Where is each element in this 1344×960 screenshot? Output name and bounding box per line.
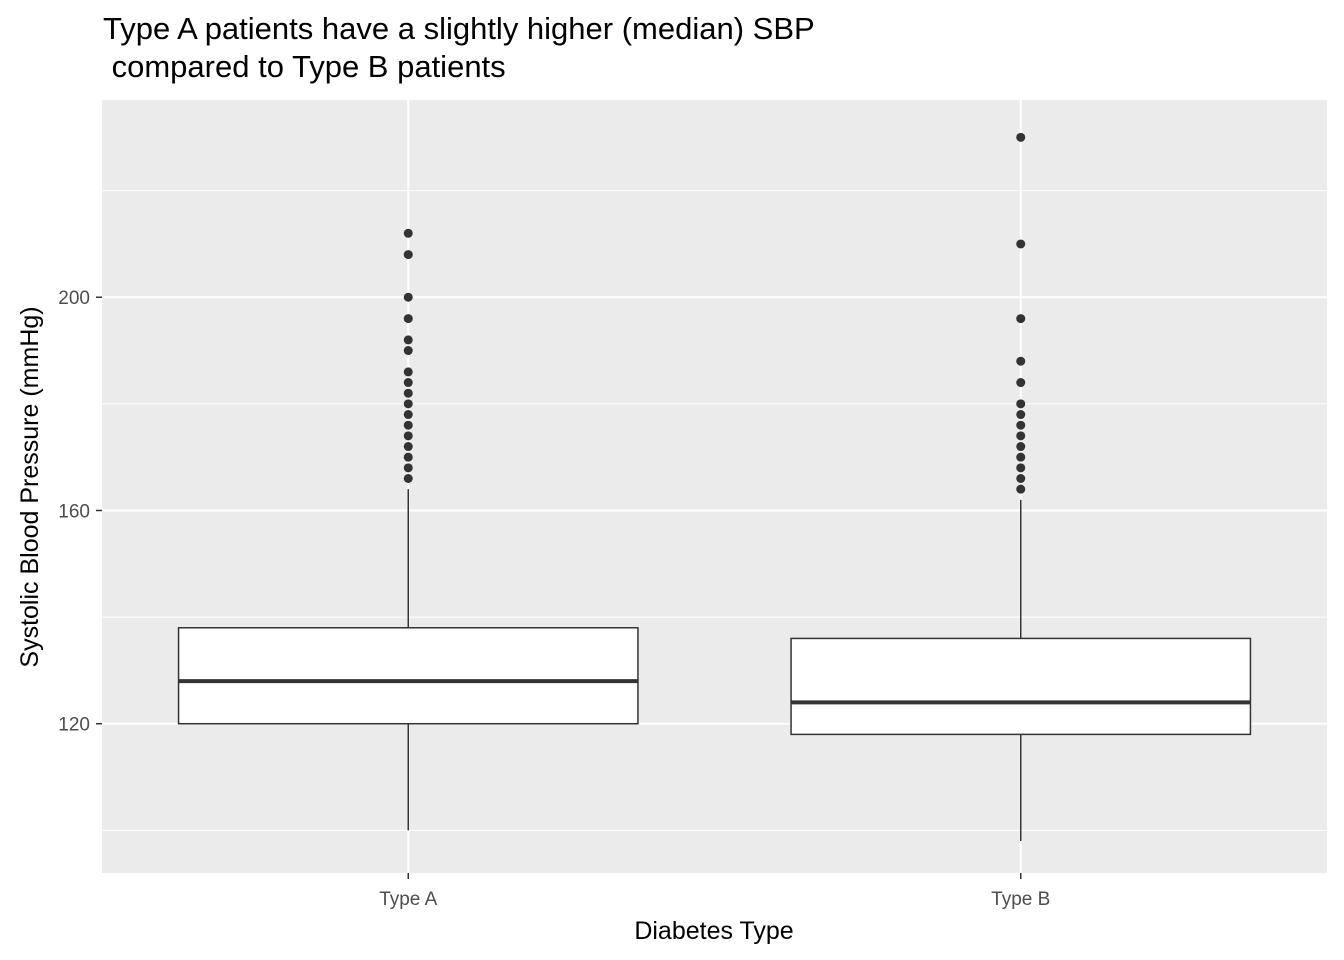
- outlier-point: [1016, 132, 1026, 142]
- boxes: [177, 132, 1252, 842]
- plot-panel: [102, 100, 1327, 873]
- chart-title-line-2: compared to Type B patients: [103, 49, 506, 84]
- outlier-point: [403, 431, 413, 441]
- outlier-point: [403, 346, 413, 356]
- outlier-point: [1016, 463, 1026, 473]
- y-tick-label: 160: [58, 501, 90, 522]
- outlier-point: [403, 367, 413, 377]
- outlier-point: [1016, 431, 1026, 441]
- x-tick-label: Type A: [379, 889, 437, 910]
- outlier-point: [403, 388, 413, 398]
- outlier-point: [1016, 474, 1026, 484]
- outlier-point: [403, 474, 413, 484]
- outlier-point: [403, 335, 413, 345]
- y-tick-label: 200: [58, 288, 90, 309]
- outlier-point: [403, 314, 413, 324]
- y-axis-title: Systolic Blood Pressure (mmHg): [16, 306, 44, 667]
- outlier-point: [403, 410, 413, 420]
- outlier-point: [403, 378, 413, 388]
- outlier-point: [1016, 356, 1026, 366]
- box-type-b: [790, 132, 1252, 842]
- chart-title-line-1: Type A patients have a slightly higher (…: [103, 11, 815, 46]
- outlier-point: [403, 442, 413, 452]
- outlier-point: [1016, 239, 1026, 249]
- outlier-point: [1016, 484, 1026, 494]
- outlier-point: [1016, 452, 1026, 462]
- y-tick-label: 120: [58, 715, 90, 736]
- grid-minor: [102, 190, 1327, 831]
- outlier-point: [403, 420, 413, 430]
- outlier-point: [1016, 399, 1026, 409]
- x-axis-title: Diabetes Type: [634, 917, 793, 945]
- outlier-point: [403, 399, 413, 409]
- outlier-point: [1016, 410, 1026, 420]
- outlier-point: [1016, 420, 1026, 430]
- outlier-point: [403, 228, 413, 238]
- box-type-a: [177, 228, 639, 831]
- box-iqr: [177, 627, 639, 725]
- chart-title: Type A patients have a slightly higher (…: [103, 10, 815, 86]
- outlier-point: [403, 250, 413, 260]
- outlier-point: [403, 292, 413, 302]
- outlier-point: [1016, 314, 1026, 324]
- outlier-point: [1016, 378, 1026, 388]
- x-tick-label: Type B: [991, 889, 1050, 910]
- outlier-point: [1016, 442, 1026, 452]
- outlier-point: [403, 463, 413, 473]
- x-axis: Type A Type B: [379, 873, 1050, 910]
- y-axis: 120 160 200: [58, 288, 102, 736]
- box-iqr: [790, 637, 1252, 736]
- outlier-point: [403, 452, 413, 462]
